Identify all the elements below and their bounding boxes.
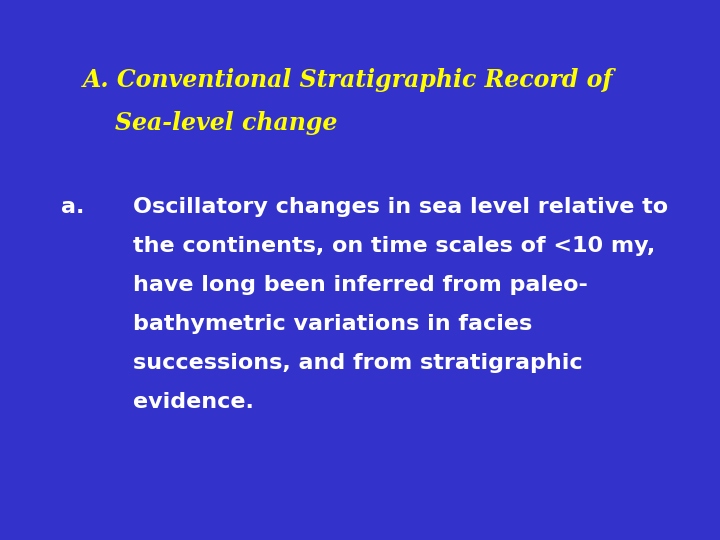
Text: Sea-level change: Sea-level change <box>115 111 338 134</box>
Text: bathymetric variations in facies: bathymetric variations in facies <box>133 314 533 334</box>
Text: the continents, on time scales of <10 my,: the continents, on time scales of <10 my… <box>133 236 655 256</box>
Text: a.: a. <box>61 197 84 217</box>
Text: A. Conventional Stratigraphic Record of: A. Conventional Stratigraphic Record of <box>83 68 613 91</box>
Text: successions, and from stratigraphic: successions, and from stratigraphic <box>133 353 582 373</box>
Text: have long been inferred from paleo-: have long been inferred from paleo- <box>133 275 588 295</box>
Text: evidence.: evidence. <box>133 392 254 411</box>
Text: Oscillatory changes in sea level relative to: Oscillatory changes in sea level relativ… <box>133 197 668 217</box>
